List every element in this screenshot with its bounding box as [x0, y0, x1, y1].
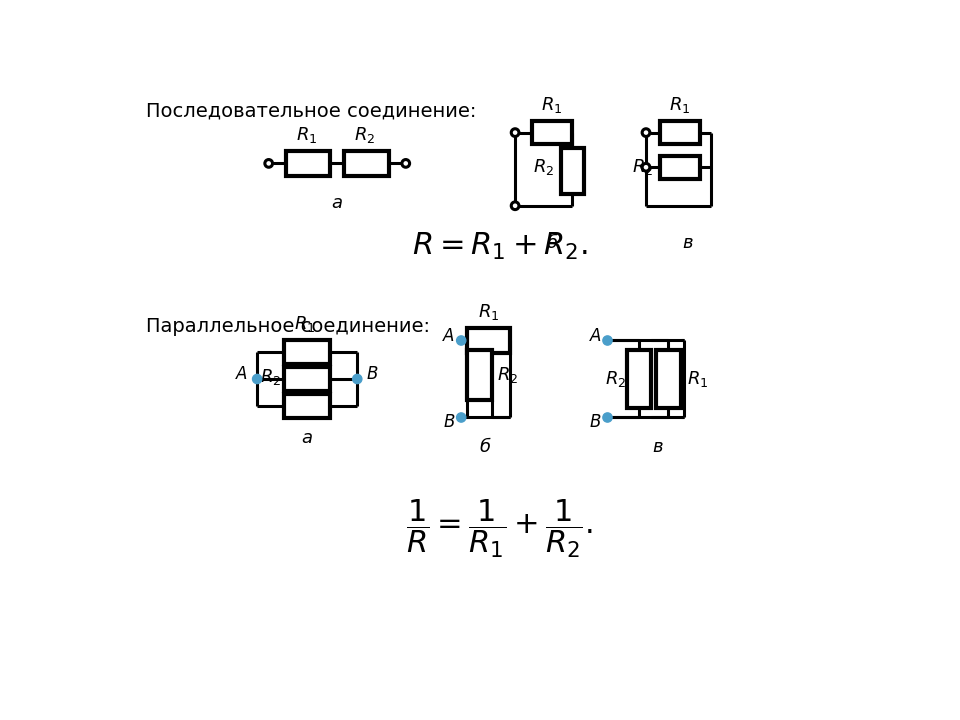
Text: A: A — [444, 327, 455, 345]
Text: $R_1$: $R_1$ — [296, 125, 317, 145]
Circle shape — [352, 374, 362, 384]
Text: в: в — [683, 234, 693, 252]
Circle shape — [265, 160, 273, 167]
Text: в: в — [652, 438, 662, 456]
Text: б: б — [546, 234, 558, 252]
Circle shape — [642, 163, 650, 171]
Bar — [627, 350, 652, 408]
Circle shape — [457, 336, 466, 345]
Text: $R_1$: $R_1$ — [541, 95, 563, 115]
Text: $R_2$: $R_2$ — [606, 369, 627, 389]
Text: A: A — [236, 365, 248, 383]
Text: б: б — [480, 438, 491, 456]
Text: B: B — [367, 365, 378, 383]
Circle shape — [512, 202, 519, 210]
Bar — [561, 148, 584, 194]
Circle shape — [512, 129, 519, 137]
Bar — [660, 121, 700, 144]
Text: B: B — [444, 413, 455, 431]
Text: $R_2$: $R_2$ — [633, 157, 654, 177]
Circle shape — [402, 160, 410, 167]
Bar — [532, 121, 572, 144]
Bar — [468, 328, 510, 353]
Bar — [286, 151, 330, 176]
Text: B: B — [589, 413, 601, 431]
Text: $R_1$: $R_1$ — [686, 369, 708, 389]
Text: $R_1$: $R_1$ — [669, 95, 690, 115]
Text: $R_2$: $R_2$ — [496, 365, 517, 385]
Text: а: а — [301, 429, 313, 447]
Text: $R_2$: $R_2$ — [533, 157, 554, 177]
Text: $R_1$: $R_1$ — [294, 315, 316, 334]
Text: $R_1$: $R_1$ — [478, 302, 499, 322]
Circle shape — [603, 413, 612, 422]
Text: $R_2$: $R_2$ — [259, 367, 281, 387]
Text: $R_2$: $R_2$ — [354, 125, 375, 145]
Circle shape — [457, 413, 466, 422]
Bar — [468, 350, 492, 400]
Text: Последовательное соединение:: Последовательное соединение: — [146, 102, 476, 121]
Bar — [284, 367, 330, 390]
Text: A: A — [589, 327, 601, 345]
Bar — [284, 395, 330, 418]
Text: $R = R_1 + R_2.$: $R = R_1 + R_2.$ — [412, 231, 588, 262]
Text: Параллельное соединение:: Параллельное соединение: — [146, 318, 429, 336]
Text: $\dfrac{1}{R} = \dfrac{1}{R_1} + \dfrac{1}{R_2}.$: $\dfrac{1}{R} = \dfrac{1}{R_1} + \dfrac{… — [406, 498, 593, 560]
Circle shape — [603, 336, 612, 345]
Bar — [284, 341, 330, 364]
Bar — [656, 350, 681, 408]
Bar — [660, 156, 700, 179]
Circle shape — [642, 129, 650, 137]
Circle shape — [252, 374, 262, 384]
Text: а: а — [332, 194, 343, 212]
Bar — [344, 151, 389, 176]
